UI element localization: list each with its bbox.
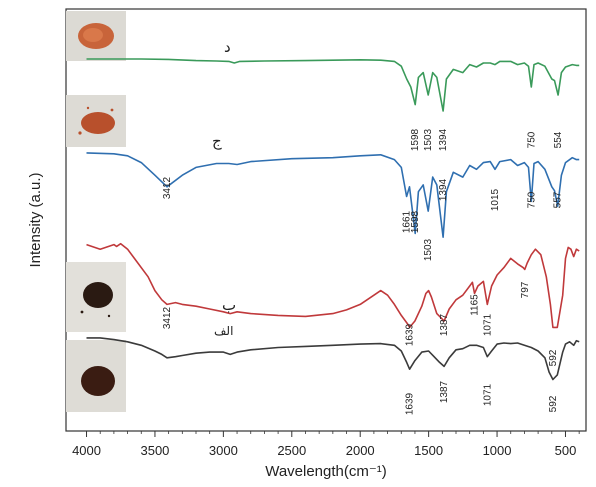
x-tick-label: 4000 [72,443,101,458]
peak-label: 592 [548,395,559,412]
peak-label: 1503 [423,238,434,261]
series-label-d: د [224,38,231,56]
peak-label: 592 [548,349,559,366]
peak-label: 1387 [439,313,450,336]
peak-label: 3412 [162,306,173,329]
sample-photo-c [66,95,126,147]
peak-label: 797 [520,281,531,298]
peak-label: 750 [526,131,537,148]
peak-label: 1598 [410,128,421,151]
y-axis-title: Intensity (a.u.) [27,172,44,267]
peak-label: 1165 [470,294,481,316]
peak-label: 1598 [410,210,421,233]
sample-photo-d [66,11,126,61]
x-tick-label: 1000 [483,443,512,458]
x-axis-title: Wavelength(cm⁻¹) [265,463,387,480]
peak-label: 1394 [438,178,449,201]
peak-label: 1387 [439,380,450,403]
peak-label: 1071 [482,313,493,336]
plot-frame [65,8,587,432]
x-tick-label: 3000 [209,443,238,458]
peak-label: 750 [526,191,537,208]
series-label-c: ج [212,132,222,151]
peak-label: 1639 [405,392,416,415]
peak-label: 1639 [405,323,416,346]
peak-label: 3412 [162,176,173,199]
peak-label: 1503 [423,128,434,151]
series-label-a: الف [214,324,233,338]
series-line-4 [86,337,580,381]
series-line-1 [86,58,580,112]
peak-label: 1071 [482,383,493,406]
x-tick-label: 1500 [414,443,443,458]
series-label-b: ب [222,296,236,314]
series-line-3 [86,242,580,329]
x-tick-label: 2000 [346,443,375,458]
sample-photo-a [66,340,126,412]
series-layer [86,58,580,381]
x-tick-label: 3500 [140,443,169,458]
peak-label: 1394 [438,128,449,151]
x-tick-label: 2500 [277,443,306,458]
peak-label: 554 [553,131,564,148]
sample-photo-b [66,262,126,332]
peak-label: 1015 [490,188,501,211]
series-line-2 [86,152,580,238]
peak-label: 1661 [402,210,413,233]
x-axis-ticks: 4000 3500 3000 2500 2000 1500 1000 500 [72,431,580,458]
peak-label: 557 [553,191,564,208]
x-tick-label: 500 [555,443,577,458]
